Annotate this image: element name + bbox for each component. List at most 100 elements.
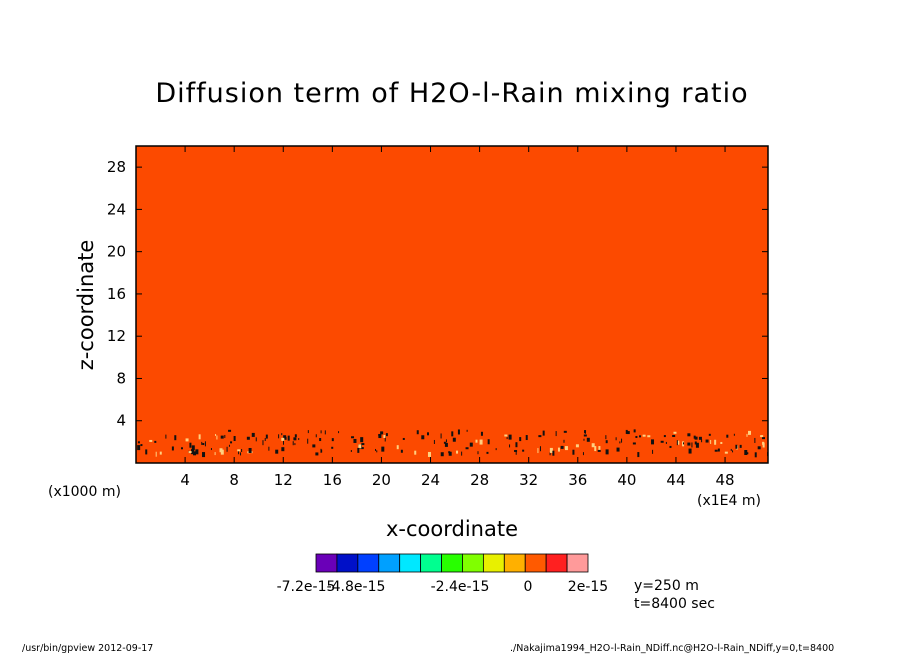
- x-tick-label: 8: [229, 471, 239, 489]
- speckle-mark: [746, 433, 748, 437]
- speckle-mark: [445, 439, 447, 443]
- speckle-mark: [191, 449, 195, 455]
- speckle-mark: [691, 442, 693, 448]
- speckle-mark: [226, 446, 228, 452]
- speckle-mark: [616, 447, 620, 452]
- speckle-mark: [660, 440, 664, 443]
- colorbar: [315, 553, 589, 573]
- speckle-mark: [251, 451, 253, 454]
- speckle-mark: [137, 441, 140, 444]
- speckle-mark: [174, 435, 177, 441]
- speckle-mark: [307, 430, 309, 434]
- speckle-mark: [549, 447, 553, 453]
- speckle-mark: [552, 450, 555, 456]
- speckle-mark: [605, 449, 609, 455]
- speckle-mark: [265, 434, 268, 439]
- speckle-mark: [673, 431, 677, 434]
- speckle-mark: [224, 434, 226, 438]
- speckle-mark: [321, 449, 323, 453]
- speckle-mark: [185, 438, 189, 442]
- speckle-mark: [358, 444, 362, 449]
- speckle-mark: [465, 447, 469, 450]
- speckle-mark: [324, 430, 326, 435]
- footer-right: ./Nakajima1994_H2O-l-Rain_NDiff.nc@H2O-l…: [510, 643, 834, 654]
- speckle-mark: [572, 449, 575, 455]
- speckle-mark: [480, 431, 483, 436]
- speckle-mark: [672, 434, 676, 437]
- speckle-mark: [353, 438, 357, 443]
- speckle-mark: [557, 447, 560, 452]
- x-tick-label: 32: [519, 471, 538, 489]
- speckle-mark: [477, 451, 479, 455]
- speckle-mark: [457, 429, 460, 435]
- speckle-mark: [665, 441, 667, 444]
- speckle-mark: [754, 437, 756, 443]
- speckle-mark: [720, 441, 723, 444]
- speckle-mark: [400, 449, 403, 453]
- speckle-mark: [376, 450, 378, 453]
- speckle-mark: [315, 452, 319, 456]
- speckle-mark: [746, 452, 749, 455]
- annotation-t: t=8400 sec: [634, 596, 715, 612]
- colorbar-swatch: [378, 553, 401, 573]
- speckle-mark: [216, 435, 218, 440]
- speckle-mark: [506, 437, 508, 440]
- speckle-mark: [697, 444, 699, 447]
- speckle-mark: [582, 452, 584, 456]
- y-tick-label: 8: [116, 369, 126, 387]
- speckle-mark: [754, 452, 757, 458]
- speckle-mark: [421, 435, 425, 440]
- speckle-mark: [701, 439, 703, 443]
- speckle-mark: [708, 433, 711, 436]
- colorbar-swatch: [566, 553, 589, 573]
- speckle-mark: [251, 432, 255, 437]
- speckle-mark: [210, 448, 212, 451]
- speckle-mark: [583, 434, 587, 437]
- speckle-mark: [466, 429, 468, 432]
- speckle-mark: [647, 435, 651, 438]
- speckle-mark: [320, 430, 322, 434]
- speckle-mark: [514, 449, 518, 452]
- speckle-mark: [735, 444, 738, 449]
- speckle-mark: [495, 448, 497, 451]
- colorbar-label: 2e-15: [568, 579, 608, 595]
- speckle-mark: [683, 442, 685, 445]
- speckle-mark: [515, 451, 517, 455]
- speckle-mark: [351, 436, 355, 439]
- speckle-mark: [519, 437, 522, 442]
- colorbar-label: -7.2e-15: [277, 579, 336, 595]
- speckle-mark: [215, 433, 217, 436]
- colorbar-label: -4.8e-15: [327, 579, 386, 595]
- speckle-mark: [461, 451, 463, 456]
- speckle-mark: [724, 451, 728, 454]
- x-tick-label: 28: [470, 471, 489, 489]
- speckle-mark: [663, 435, 666, 438]
- speckle-mark: [319, 438, 322, 442]
- speckle-mark: [281, 447, 285, 452]
- speckle-mark: [238, 450, 240, 455]
- speckle-mark: [264, 438, 266, 442]
- speckle-mark: [361, 443, 365, 446]
- speckle-mark: [154, 440, 157, 443]
- x-axis-ticks: 4 8 12 16 20 24 28 32 36 40 44 48: [180, 146, 735, 489]
- colorbar-swatch: [399, 553, 422, 573]
- speckle-mark: [591, 443, 595, 448]
- x-tick-label: 36: [568, 471, 587, 489]
- speckle-mark: [638, 435, 641, 438]
- speckle-mark: [383, 434, 386, 438]
- annotation-y: y=250 m: [634, 578, 699, 594]
- speckle-mark: [241, 448, 243, 452]
- speckle-mark: [626, 431, 630, 435]
- speckle-mark: [228, 444, 230, 447]
- speckle-mark: [440, 433, 442, 439]
- speckle-mark: [710, 439, 712, 444]
- speckle-mark: [378, 434, 382, 439]
- speckle-mark: [452, 437, 456, 442]
- speckle-mark: [615, 437, 617, 441]
- speckle-mark: [563, 439, 565, 443]
- colorbar-swatch: [545, 553, 568, 573]
- speckle-mark: [522, 449, 525, 452]
- speckle-mark: [427, 451, 431, 457]
- speckle-mark: [202, 443, 205, 446]
